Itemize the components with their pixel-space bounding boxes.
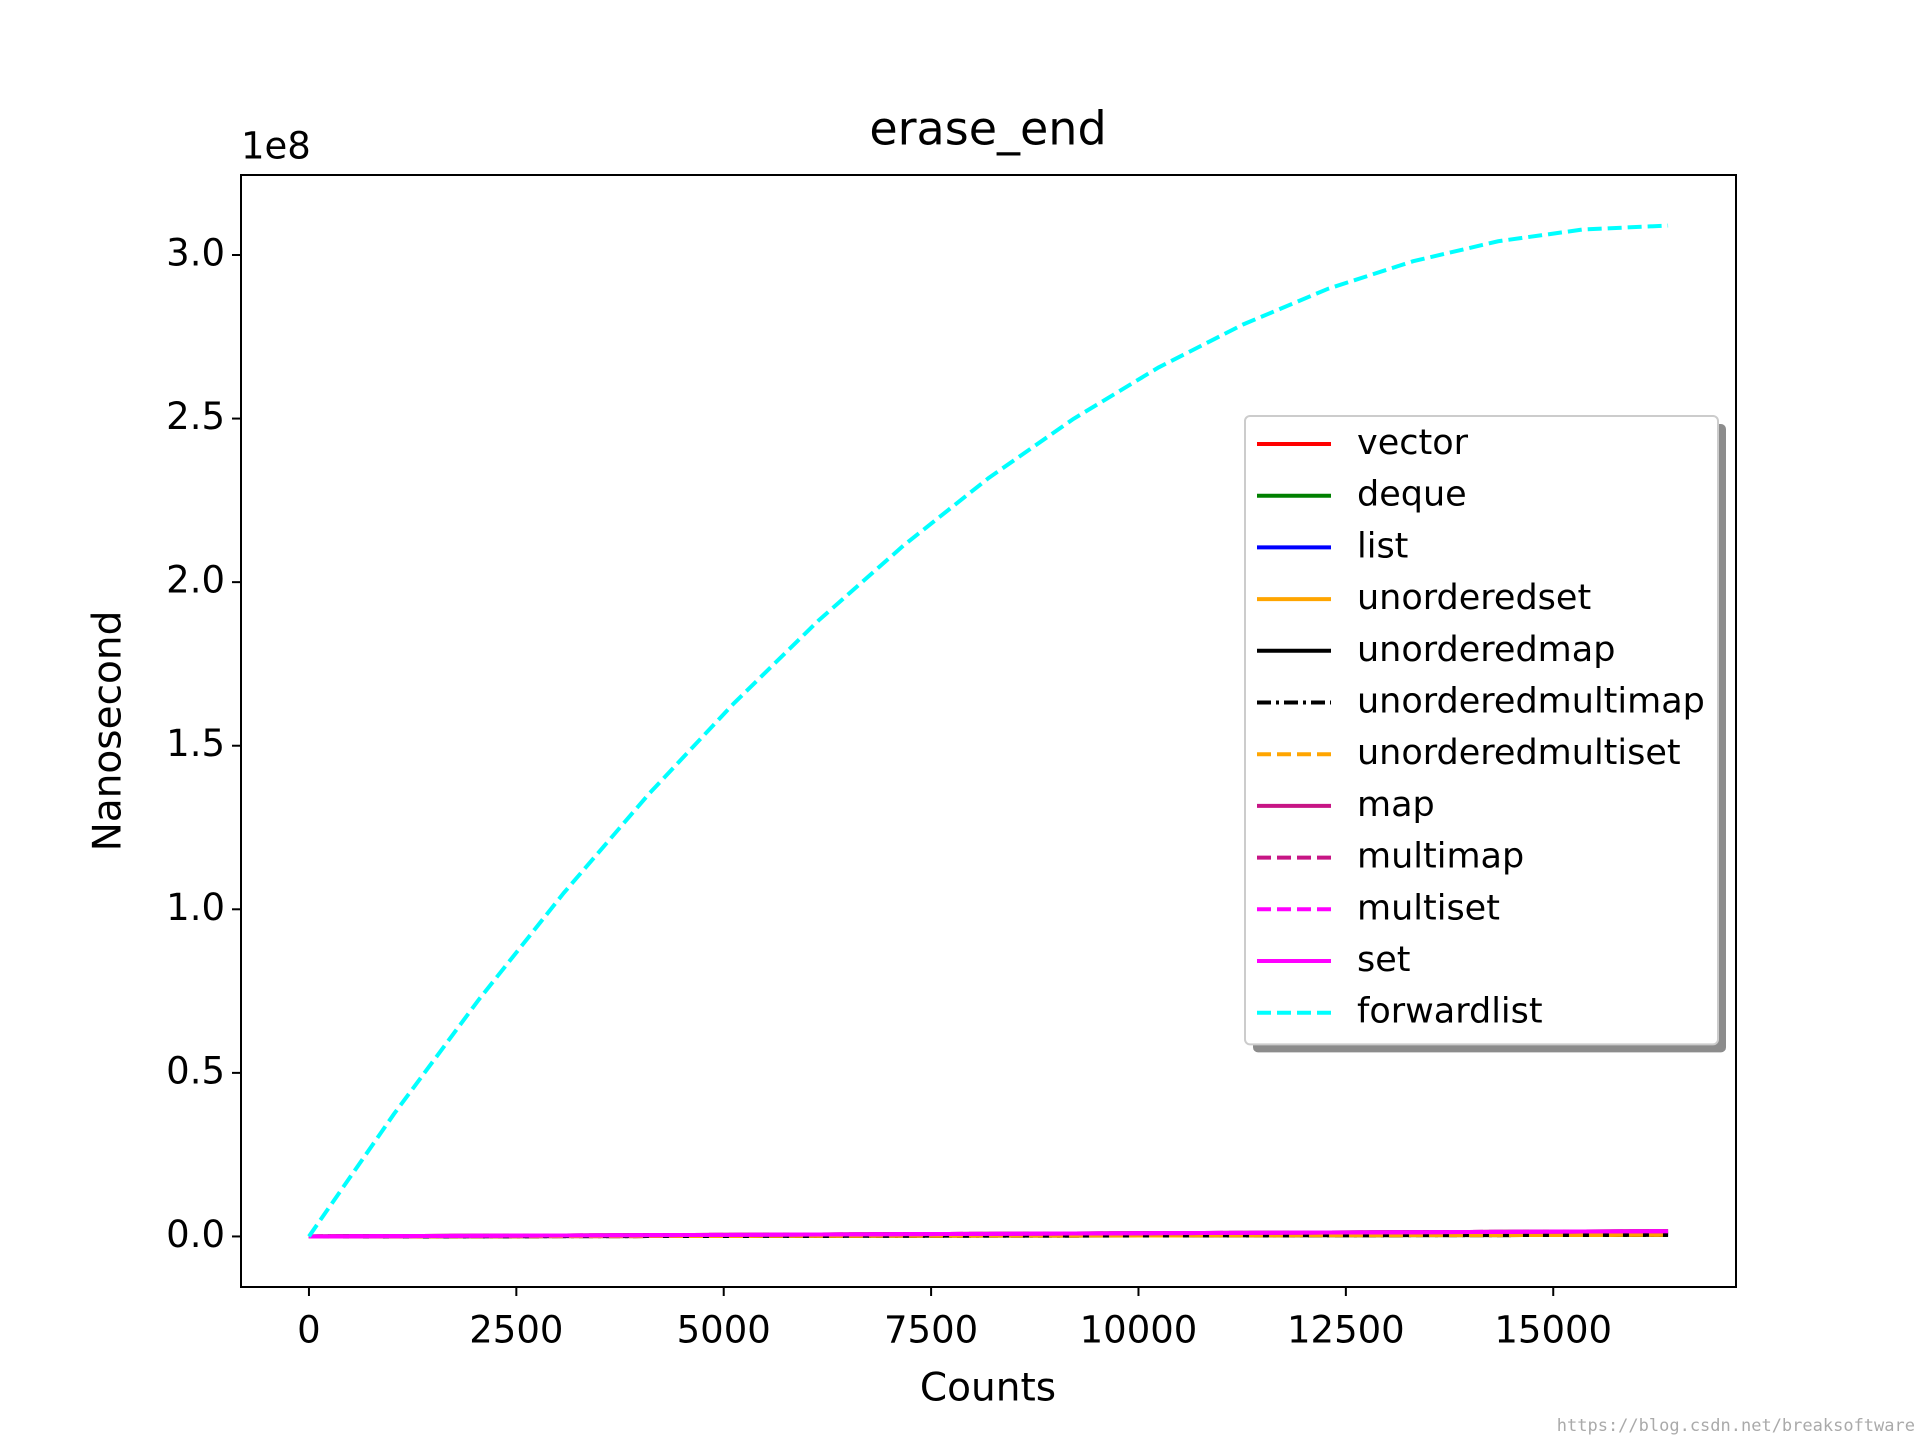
y-tick-label: 1.0 xyxy=(166,886,225,929)
legend-label: vector xyxy=(1357,423,1469,463)
legend-label: list xyxy=(1357,526,1408,566)
legend-label: unorderedset xyxy=(1357,578,1591,618)
legend-label: unorderedmap xyxy=(1357,630,1615,670)
y-tick-label: 1.5 xyxy=(166,722,225,765)
x-tick-label: 15000 xyxy=(1494,1309,1612,1352)
y-tick-label: 0.0 xyxy=(166,1213,225,1256)
legend-label: multimap xyxy=(1357,837,1524,877)
x-tick-label: 5000 xyxy=(677,1309,771,1352)
legend-label: multiset xyxy=(1357,888,1500,928)
series-line xyxy=(308,1229,1669,1239)
plot-frame xyxy=(240,174,1737,1288)
y-offset-label: 1e8 xyxy=(241,125,311,168)
legend-label: unorderedmultimap xyxy=(1357,682,1705,722)
legend-label: map xyxy=(1357,785,1435,825)
y-tick-label: 3.0 xyxy=(166,231,225,274)
legend-label: unorderedmultiset xyxy=(1357,733,1681,773)
y-tick-label: 2.0 xyxy=(166,559,225,602)
y-tick-label: 0.5 xyxy=(166,1049,225,1092)
legend-label: forwardlist xyxy=(1357,992,1543,1032)
watermark: https://blog.csdn.net/breaksoftware xyxy=(1557,1416,1915,1436)
x-tick-label: 2500 xyxy=(469,1309,563,1352)
x-tick-label: 10000 xyxy=(1080,1309,1198,1352)
legend-box xyxy=(1244,415,1719,1046)
x-tick-label: 0 xyxy=(297,1309,321,1352)
x-tick-label: 7500 xyxy=(884,1309,978,1352)
y-tick-label: 2.5 xyxy=(166,395,225,438)
x-axis-label: Counts xyxy=(920,1366,1056,1411)
y-axis-label: Nanosecond xyxy=(86,611,131,852)
series-line xyxy=(307,223,1669,1238)
legend-label: deque xyxy=(1357,475,1467,515)
legend-label: set xyxy=(1357,940,1411,980)
x-tick-label: 12500 xyxy=(1287,1309,1405,1352)
chart-title: erase_end xyxy=(869,102,1106,156)
